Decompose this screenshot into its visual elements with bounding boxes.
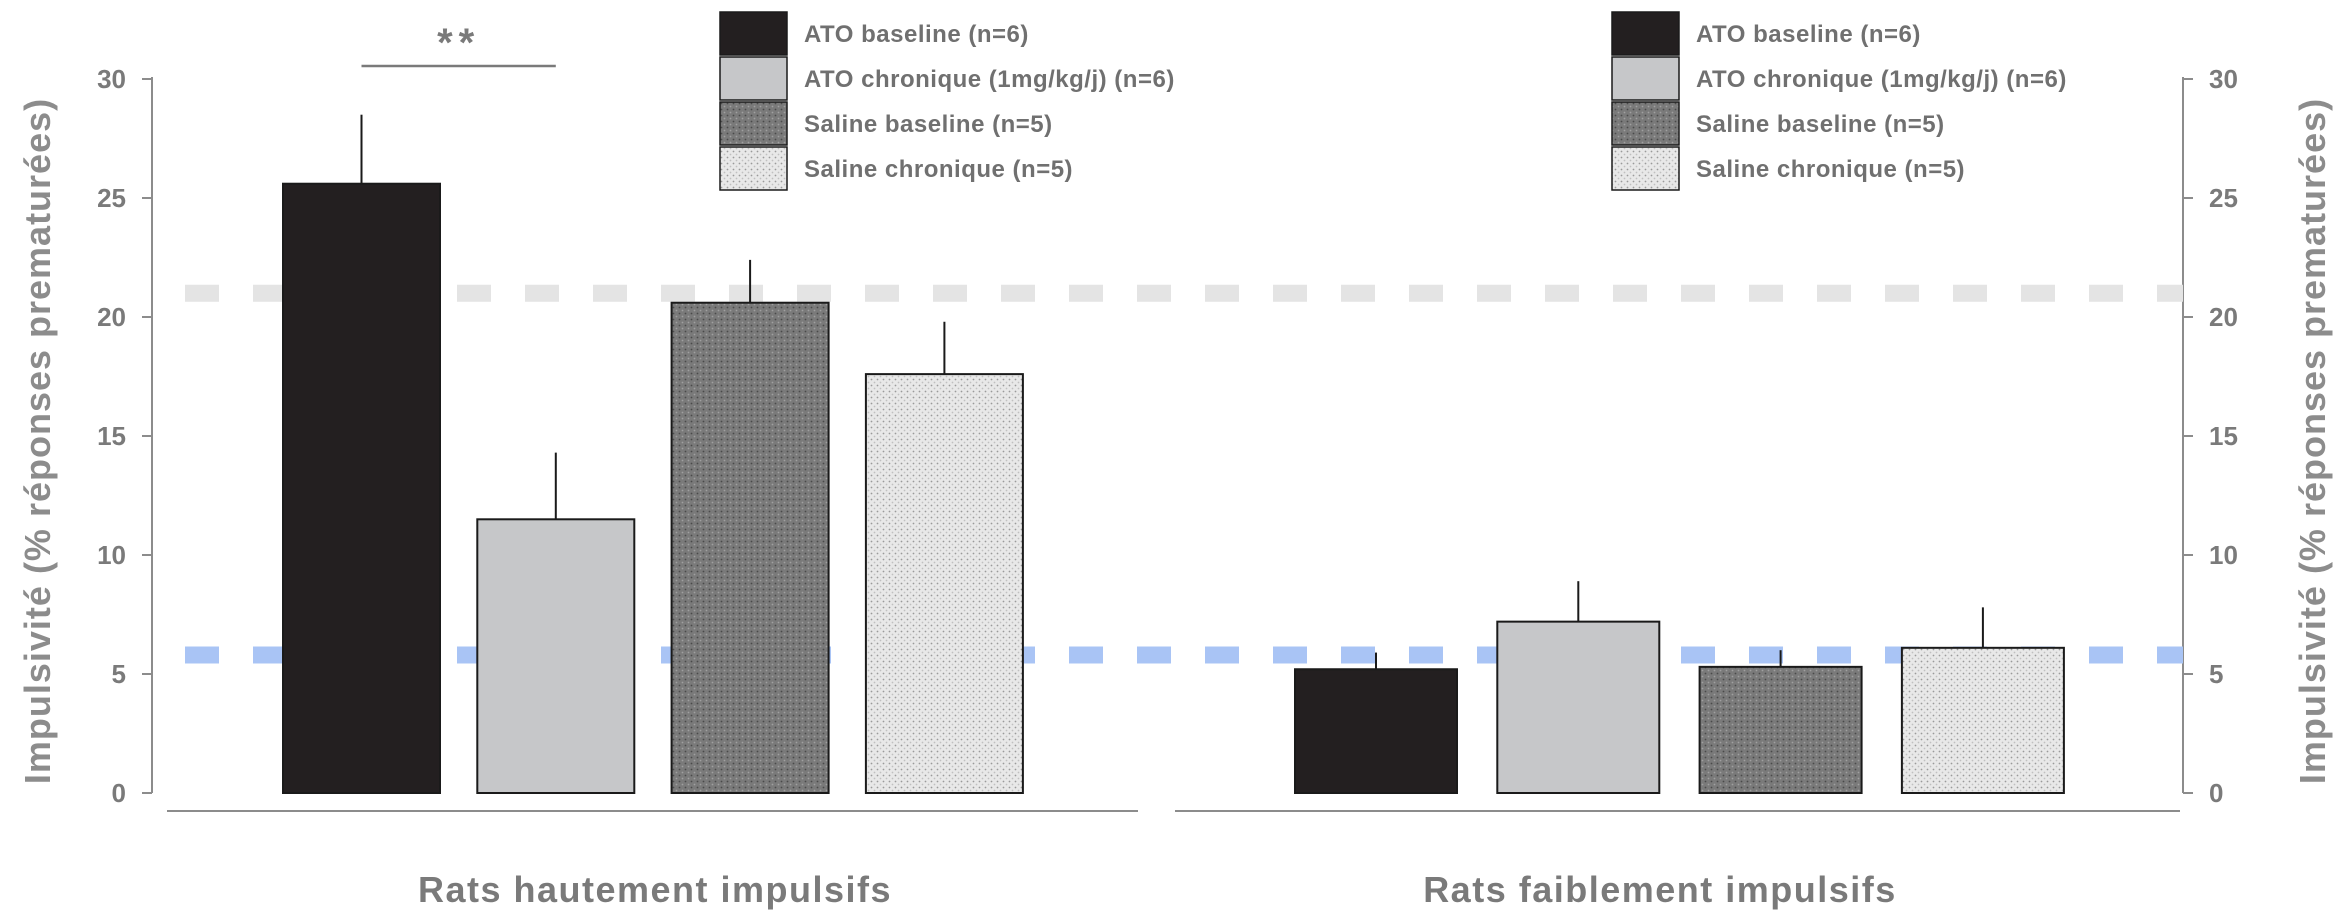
y-tick-label-right: 15 — [2209, 421, 2238, 451]
legend-label: ATO baseline (n=6) — [1696, 21, 1921, 48]
significance-label: ** — [437, 21, 480, 65]
bar — [1698, 665, 1863, 794]
bars — [282, 114, 2065, 795]
legend-swatch — [1611, 101, 1680, 146]
legend-swatch — [719, 56, 788, 101]
y-axis-title-left: Impulsivité (% réponses prematurées) — [17, 98, 58, 784]
legend-label: Saline baseline (n=5) — [1696, 111, 1945, 138]
y-tick-label-left: 0 — [112, 778, 126, 808]
legend-swatch — [1611, 146, 1680, 191]
bar — [670, 301, 830, 794]
y-tick-label-left: 25 — [97, 183, 126, 213]
y-tick-label-right: 0 — [2209, 778, 2223, 808]
y-tick-label-right: 20 — [2209, 302, 2238, 332]
legend-swatch — [1611, 11, 1680, 56]
y-tick-label-right: 30 — [2209, 64, 2238, 94]
group-label-low: Rats faiblement impulsifs — [1423, 869, 1897, 910]
y-tick-label-right: 25 — [2209, 183, 2238, 213]
bar — [1900, 646, 2065, 794]
y-tick-label-left: 15 — [97, 421, 126, 451]
legend-label: Saline chronique (n=5) — [804, 156, 1073, 183]
y-tick-label-right: 10 — [2209, 540, 2238, 570]
legend-label: ATO baseline (n=6) — [804, 21, 1029, 48]
right-y-axis: 0 5 10 15 20 25 30 — [2182, 64, 2238, 808]
y-tick-label-right: 5 — [2209, 659, 2223, 689]
y-axis-title-right: Impulsivité (% réponses prematurées) — [2292, 98, 2333, 784]
bar — [1294, 668, 1458, 794]
bar — [864, 373, 1024, 794]
bar — [1496, 620, 1661, 795]
legends: ATO baseline (n=6) ATO chronique (1mg/kg/… — [719, 11, 2067, 191]
legend-label: Saline chronique (n=5) — [1696, 156, 1965, 183]
legend-label: Saline baseline (n=5) — [804, 111, 1053, 138]
y-tick-label-left: 5 — [112, 659, 126, 689]
bar — [282, 182, 441, 795]
legend-swatch — [719, 146, 788, 191]
legend-swatch — [1611, 56, 1680, 101]
y-tick-label-left: 30 — [97, 64, 126, 94]
y-tick-label-left: 20 — [97, 302, 126, 332]
group-label-high: Rats hautement impulsifs — [418, 869, 892, 910]
y-tick-label-left: 10 — [97, 540, 126, 570]
legend-swatch — [719, 101, 788, 146]
bar — [476, 518, 636, 794]
significance-annotations: ** — [361, 21, 556, 68]
reference-lines — [185, 284, 2183, 664]
legend-label: ATO chronique (1mg/kg/j) (n=6) — [804, 66, 1175, 93]
left-y-axis: 0 5 10 15 20 25 30 — [97, 64, 153, 808]
legend-swatch — [719, 11, 788, 56]
legend-label: ATO chronique (1mg/kg/j) (n=6) — [1696, 66, 2067, 93]
